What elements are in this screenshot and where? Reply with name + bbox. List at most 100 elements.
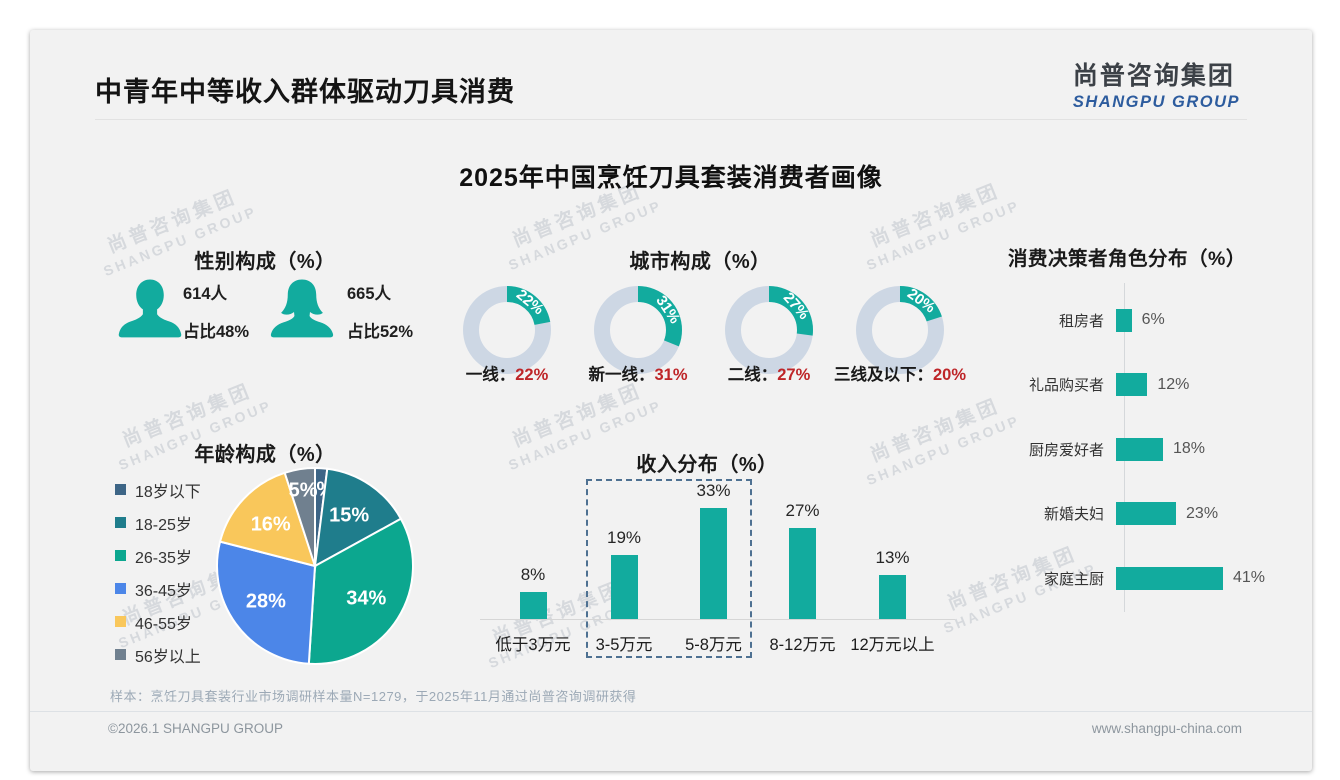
pie-slice-label: 15%: [329, 505, 369, 527]
age-legend: 18岁以下 18-25岁 26-35岁 36-45岁 46-55岁 56岁以上: [115, 473, 201, 671]
income-category-label: 3-5万元: [595, 636, 653, 654]
legend-swatch: [115, 649, 126, 660]
slide: 尚普咨询集团 SHANGPU GROUP 尚普咨询集团 SHANGPU GROUP 尚普…: [30, 30, 1312, 771]
donut-caption-label: 三线及以下：: [833, 366, 933, 384]
donut-chart: 27%: [725, 286, 813, 374]
legend-label: 36-45岁: [135, 582, 192, 600]
decision-row: 租房者 6%: [995, 288, 1307, 353]
pie-slice-label: 28%: [246, 591, 286, 613]
decision-row: 厨房爱好者 18%: [995, 417, 1307, 482]
donut-chart: 31%: [594, 286, 683, 374]
logo: 尚普咨询集团 SHANGPU GROUP: [1073, 56, 1240, 112]
copyright-text: ©2026.1 SHANGPU GROUP: [108, 721, 284, 736]
legend-label: 18岁以下: [135, 483, 201, 501]
logo-cn-text: 尚普咨询集团: [1072, 62, 1235, 90]
income-value-label: 33%: [696, 480, 731, 500]
donut-caption-label: 二线：: [727, 366, 778, 384]
donut-slice: [856, 286, 944, 374]
decision-category-label: 家庭主厨: [1043, 570, 1104, 588]
donut-slice: [725, 286, 813, 374]
income-category-label: 5-8万元: [685, 636, 742, 654]
donut-caption-label: 一线：: [465, 366, 516, 384]
male-share: 占比48%: [183, 323, 250, 341]
income-baseline: [480, 619, 955, 620]
female-share: 占比52%: [347, 323, 414, 341]
page-title: 中青年中等收入群体驱动刀具消费: [95, 77, 515, 107]
pie-slice: [307, 517, 414, 665]
legend-label: 26-35岁: [135, 549, 192, 567]
age-section-title: 年龄构成（%）: [194, 444, 336, 466]
pie-slice-label: 16%: [251, 513, 291, 535]
female-icon: [270, 279, 334, 338]
donut-caption-value: 22%: [515, 366, 549, 384]
decision-value-label: 12%: [1157, 375, 1190, 393]
income-category-label: 12万元以上: [850, 636, 935, 654]
legend-swatch: [115, 583, 126, 594]
legend-label: 56岁以上: [135, 648, 201, 666]
income-bar: [700, 507, 727, 619]
legend-item: 36-45岁: [115, 572, 201, 605]
income-category-label: 低于3万元: [495, 636, 571, 654]
age-pie-chart: 2%15%34%28%16%5%: [216, 466, 414, 665]
legend-item: 26-35岁: [115, 539, 201, 572]
income-bar: [610, 554, 638, 619]
donut-caption: 三线及以下：20%: [825, 361, 975, 385]
city-section-title: 城市构成（%）: [629, 251, 771, 273]
pie-slice-label: 34%: [346, 588, 386, 610]
female-count: 665人: [347, 285, 392, 303]
income-bar: [519, 592, 547, 619]
income-section: 8% 低于3万元 19% 3-5万元 33% 5-8万元 27% 8-12万元 13% 12万元以…: [427, 440, 987, 690]
income-value-label: 27%: [785, 501, 820, 520]
decision-bar: [1116, 566, 1223, 590]
legend-swatch: [115, 550, 126, 561]
decision-value-label: 23%: [1186, 504, 1219, 522]
decision-bar: [1116, 373, 1148, 397]
legend-swatch: [115, 484, 126, 495]
pie-slice: [283, 466, 316, 567]
decision-value-label: 6%: [1141, 311, 1165, 329]
donut-chart: 22%: [463, 286, 551, 374]
legend-item: 56岁以上: [115, 638, 201, 671]
legend-label: 46-55岁: [135, 615, 192, 633]
infographic-title: 2025年中国烹饪刀具套装消费者画像: [459, 164, 883, 192]
donut-caption-value: 27%: [777, 366, 811, 384]
pie-slice-label: 5%: [289, 480, 318, 502]
donut-caption-label: 新一线：: [588, 366, 655, 384]
decision-category-label: 礼品购买者: [1028, 377, 1104, 395]
sample-note: 样本：烹饪刀具套装行业市场调研样本量N=1279，于2025年11月通过尚普咨询…: [110, 689, 637, 704]
decision-value-label: 41%: [1233, 569, 1266, 587]
logo-en-text: SHANGPU GROUP: [1072, 93, 1240, 111]
gender-section-title: 性别构成（%）: [194, 251, 336, 273]
income-bar: [879, 575, 906, 619]
male-count: 614人: [183, 285, 228, 303]
footer-divider: [30, 711, 1312, 712]
donut-caption: 一线：22%: [432, 361, 582, 385]
decision-value-label: 18%: [1172, 440, 1205, 458]
legend-label: 18-25岁: [135, 516, 192, 534]
income-value-label: 19%: [606, 527, 642, 547]
income-value-label: 13%: [875, 548, 910, 568]
header-divider: [95, 119, 1247, 120]
decision-bar-chart: 租房者 6% 礼品购买者 12% 厨房爱好者 18% 新婚夫妇 23% 家庭主厨 41%: [995, 288, 1307, 611]
legend-item: 18-25岁: [115, 506, 201, 539]
donut-slice: [463, 286, 551, 374]
decision-section-title: 消费决策者角色分布（%）: [1008, 248, 1246, 270]
legend-item: 18岁以下: [115, 473, 201, 506]
donut-slice: [594, 286, 682, 374]
decision-category-label: 租房者: [1058, 312, 1104, 330]
pie-slice: [216, 540, 317, 665]
decision-category-label: 厨房爱好者: [1028, 441, 1104, 459]
income-section-title: 收入分布（%）: [636, 454, 778, 476]
income-bar-chart: 8% 低于3万元 19% 3-5万元 33% 5-8万元 27% 8-12万元 13% 12万元以…: [427, 440, 987, 690]
donut-caption: 新一线：31%: [563, 361, 713, 385]
decision-category-label: 新婚夫妇: [1043, 506, 1104, 524]
income-category-label: 8-12万元: [769, 636, 836, 654]
decision-bar: [1116, 308, 1132, 332]
pie-slice: [313, 467, 403, 568]
income-bar: [789, 528, 816, 619]
male-icon: [118, 279, 182, 338]
donut-caption-value: 20%: [932, 366, 967, 384]
watermark-line2: SHANGPU GROUP: [864, 196, 1023, 274]
donut-caption: 二线：27%: [694, 361, 844, 385]
